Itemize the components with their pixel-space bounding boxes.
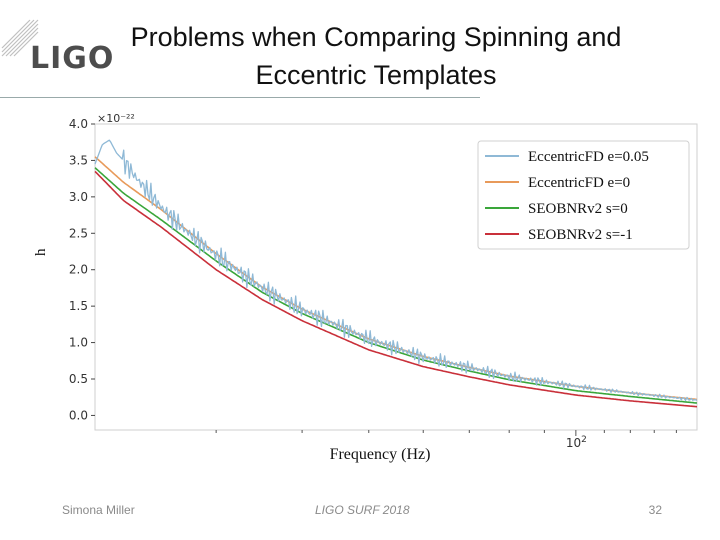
x-tick-label: 102 bbox=[566, 435, 587, 450]
title-line-2: Eccentric Templates bbox=[255, 60, 497, 90]
y-tick-label: 2.0 bbox=[69, 263, 88, 277]
y-tick-label: 3.0 bbox=[69, 190, 88, 204]
title-divider bbox=[0, 97, 480, 98]
y-tick-label: 0.5 bbox=[69, 372, 88, 386]
footer-event: LIGO SURF 2018 bbox=[315, 503, 410, 517]
y-tick-label: 0.0 bbox=[69, 408, 88, 422]
y-tick-label: 1.0 bbox=[69, 336, 88, 350]
legend-box bbox=[477, 140, 690, 250]
plot-frame bbox=[94, 123, 698, 431]
legend-entry: SEOBNRv2 s=0 bbox=[528, 201, 628, 217]
legend-entry: SEOBNRv2 s=-1 bbox=[528, 227, 633, 243]
x-axis-label: Frequency (Hz) bbox=[329, 446, 431, 463]
y-tick-label: 4.0 bbox=[69, 117, 88, 131]
series-line-3 bbox=[94, 170, 698, 408]
page-number: 32 bbox=[648, 503, 662, 517]
slide-title: Problems when Comparing Spinning and Ecc… bbox=[112, 18, 640, 94]
legend-entry: EccentricFD e=0.05 bbox=[528, 149, 649, 165]
title-line-1: Problems when Comparing Spinning and bbox=[130, 22, 622, 52]
y-multiplier-label: ×10⁻²² bbox=[97, 112, 135, 125]
series-line-0 bbox=[94, 139, 698, 402]
y-axis-label: h bbox=[33, 248, 49, 257]
ligo-logo: LIGO bbox=[0, 18, 113, 76]
ligo-arms-icon bbox=[1, 19, 39, 57]
legend-entry: EccentricFD e=0 bbox=[528, 175, 630, 191]
logo-wordmark: LIGO bbox=[30, 41, 115, 76]
y-tick-label: 3.5 bbox=[69, 153, 88, 167]
y-tick-label: 1.5 bbox=[69, 299, 88, 313]
y-tick-label: 2.5 bbox=[69, 226, 88, 240]
footer-author: Simona Miller bbox=[62, 503, 135, 517]
